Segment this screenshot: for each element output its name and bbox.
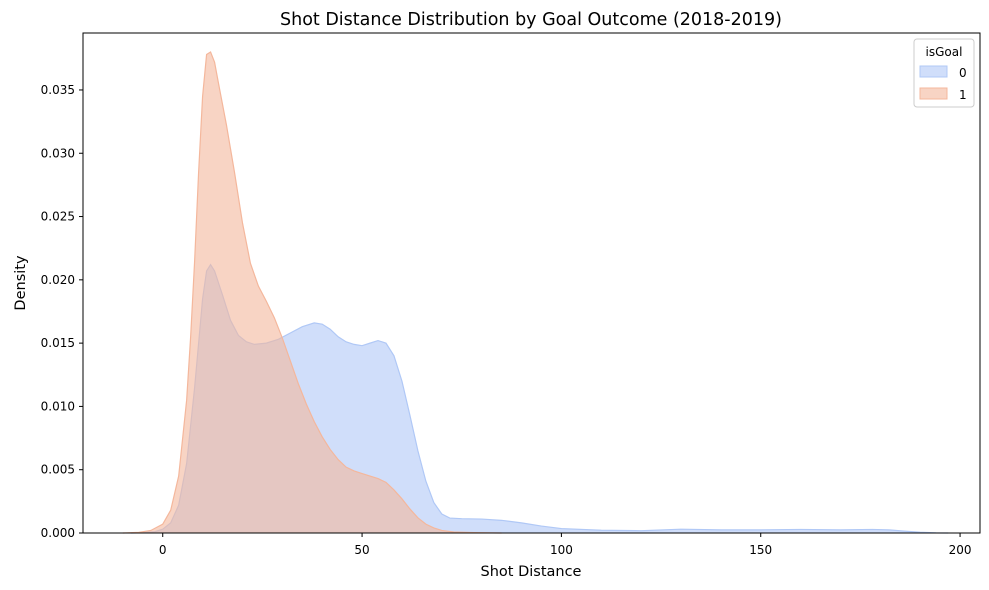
x-tick-label-200: 200 [949,543,972,557]
y-tick-label-3: 0.015 [41,336,75,350]
x-tick-label-0: 0 [159,543,167,557]
legend: isGoal 0 1 [913,38,975,108]
y-tick-label-6: 0.030 [41,146,75,160]
x-axis-ticks: 0 50 100 150 200 [159,533,972,557]
legend-swatch-1 [919,87,948,100]
y-tick-label-7: 0.035 [41,83,75,97]
y-tick-label-0: 0.000 [41,526,75,540]
y-tick-label-4: 0.020 [41,273,75,287]
legend-label-0: 0 [959,66,967,80]
y-tick-label-1: 0.005 [41,463,75,477]
plot-area [122,51,949,534]
x-tick-label-100: 100 [550,543,573,557]
x-tick-label-50: 50 [354,543,369,557]
y-tick-label-5: 0.025 [41,210,75,224]
chart-title: Shot Distance Distribution by Goal Outco… [280,10,782,30]
x-tick-label-150: 150 [749,543,772,557]
legend-swatch-0 [919,65,948,78]
density-line-1 [122,51,502,534]
y-axis-label: Density [13,255,29,311]
y-tick-label-2: 0.010 [41,399,75,413]
legend-title: isGoal [926,45,963,59]
density-area-1 [122,51,502,534]
y-axis-ticks: 0.000 0.005 0.010 0.015 0.020 0.025 0.030 0.035 [41,83,83,540]
axes-frame [82,32,981,534]
legend-label-1: 1 [959,88,967,102]
x-axis-label: Shot Distance [481,564,582,580]
